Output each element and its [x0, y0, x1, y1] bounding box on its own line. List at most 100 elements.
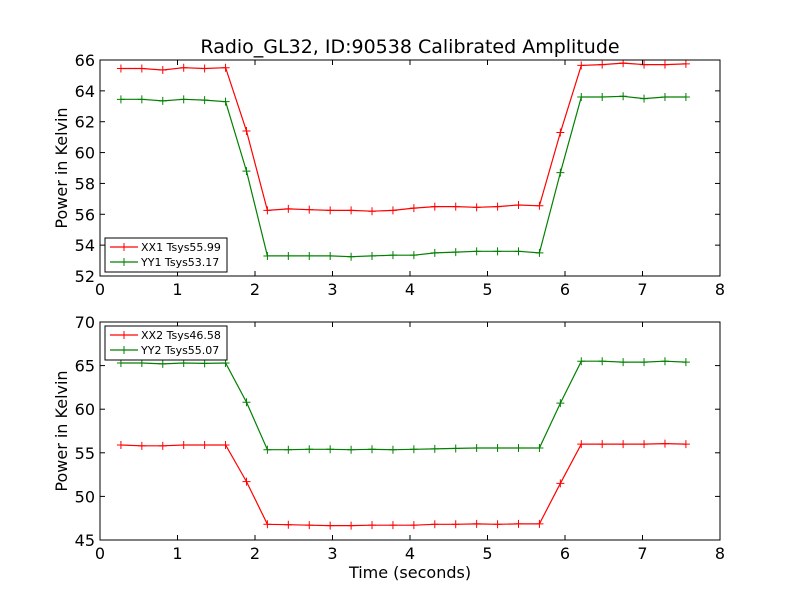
- data-point: [305, 251, 314, 260]
- data-point: [660, 93, 669, 102]
- data-point: [263, 520, 272, 529]
- data-point: [368, 445, 377, 454]
- data-point: [116, 440, 125, 449]
- data-point: [514, 247, 523, 256]
- data-point: [514, 201, 523, 210]
- data-point: [158, 66, 167, 75]
- data-point: [577, 61, 586, 70]
- data-point: [451, 248, 460, 257]
- data-point: [493, 444, 502, 453]
- y-tick-label: 64: [75, 82, 95, 101]
- legend: XX2 Tsys46.58 YY2 Tsys55.07: [104, 325, 228, 361]
- x-tick-label: 8: [715, 280, 725, 299]
- x-tick-label: 7: [637, 544, 647, 563]
- data-point: [577, 93, 586, 102]
- data-point: [493, 202, 502, 211]
- data-point: [263, 445, 272, 454]
- data-point: [326, 251, 335, 260]
- data-point: [472, 247, 481, 256]
- data-point: [598, 440, 607, 449]
- data-point: [368, 207, 377, 216]
- legend-box: [104, 237, 228, 273]
- data-point: [200, 440, 209, 449]
- legend-marker: [120, 243, 128, 251]
- data-point: [430, 520, 439, 529]
- y-tick-label: 54: [75, 236, 95, 255]
- data-point: [451, 202, 460, 211]
- data-point: [200, 359, 209, 368]
- data-point: [388, 445, 397, 454]
- x-tick-label: 0: [95, 280, 105, 299]
- data-point: [556, 479, 565, 488]
- data-point: [556, 128, 565, 137]
- data-point: [514, 519, 523, 528]
- legend-marker: [120, 331, 128, 339]
- y-tick-label: 62: [75, 113, 95, 132]
- data-point: [326, 445, 335, 454]
- data-point: [535, 248, 544, 257]
- series-line-2: [120, 360, 686, 451]
- y-tick-label: 65: [75, 357, 95, 376]
- data-point: [640, 60, 649, 69]
- legend: XX1 Tsys55.99 YY1 Tsys53.17: [104, 237, 228, 273]
- y-tick-label: 55: [75, 444, 95, 463]
- legend-marker: [120, 258, 128, 266]
- legend-marker: [120, 346, 128, 354]
- legend-entry: XX1 Tsys55.99: [141, 241, 221, 254]
- y-tick-label: 66: [75, 51, 95, 70]
- chart-title: Radio_GL32, ID:90538 Calibrated Amplitud…: [200, 36, 619, 58]
- data-point: [535, 519, 544, 528]
- data-point: [242, 126, 251, 135]
- data-point: [619, 358, 628, 367]
- x-tick-label: 7: [637, 280, 647, 299]
- x-tick-label: 0: [95, 544, 105, 563]
- data-point: [409, 521, 418, 530]
- y-axis-label: Power in Kelvin: [52, 370, 71, 491]
- data-point: [430, 202, 439, 211]
- data-point: [430, 248, 439, 257]
- x-tick-label: 2: [250, 544, 260, 563]
- data-point: [368, 521, 377, 530]
- data-point: [388, 251, 397, 260]
- y-tick-label: 56: [75, 205, 95, 224]
- data-point: [535, 444, 544, 453]
- legend-entry: YY1 Tsys53.17: [140, 256, 219, 269]
- data-point: [556, 168, 565, 177]
- data-point: [116, 95, 125, 104]
- data-point: [305, 205, 314, 214]
- data-point: [556, 399, 565, 408]
- data-point: [326, 521, 335, 530]
- data-point: [577, 357, 586, 366]
- x-tick-label: 6: [560, 280, 570, 299]
- x-tick-label: 1: [172, 544, 182, 563]
- x-tick-label: 5: [482, 280, 492, 299]
- series-line-2: [120, 95, 686, 258]
- data-point: [242, 477, 251, 486]
- data-point: [619, 92, 628, 101]
- x-tick-label: 5: [482, 544, 492, 563]
- data-point: [347, 206, 356, 215]
- data-point: [137, 441, 146, 450]
- data-point: [158, 359, 167, 368]
- data-point: [598, 357, 607, 366]
- data-point: [326, 206, 335, 215]
- data-point: [451, 520, 460, 529]
- data-point: [305, 521, 314, 530]
- data-point: [284, 520, 293, 529]
- y-axis-label: Power in Kelvin: [52, 107, 71, 228]
- x-tick-label: 6: [560, 544, 570, 563]
- data-point: [388, 521, 397, 530]
- data-point: [409, 445, 418, 454]
- data-point: [409, 251, 418, 260]
- data-point: [221, 63, 230, 72]
- series-line-1: [120, 62, 686, 212]
- x-tick-label: 3: [327, 544, 337, 563]
- data-point: [158, 441, 167, 450]
- y-tick-label: 50: [75, 487, 95, 506]
- data-point: [493, 520, 502, 529]
- data-point: [347, 521, 356, 530]
- data-point: [660, 60, 669, 69]
- data-point: [577, 440, 586, 449]
